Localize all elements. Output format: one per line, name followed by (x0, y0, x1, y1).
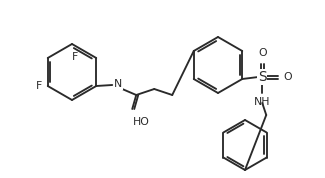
Text: S: S (258, 70, 266, 84)
Text: NH: NH (254, 97, 270, 107)
Text: F: F (35, 81, 42, 91)
Text: N: N (114, 79, 123, 89)
Text: O: O (258, 48, 266, 58)
Text: F: F (72, 52, 78, 62)
Text: O: O (283, 72, 292, 82)
Text: HO: HO (133, 117, 150, 127)
